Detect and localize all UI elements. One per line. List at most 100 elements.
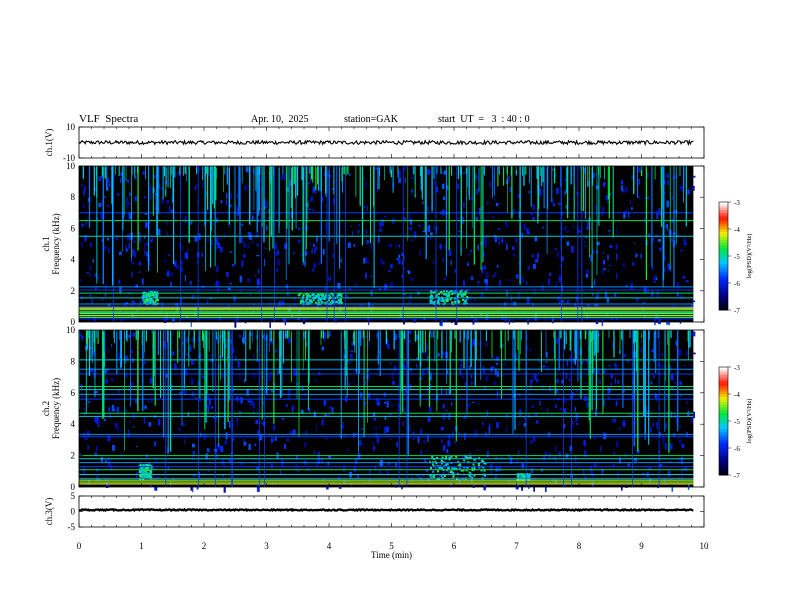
activity-cell bbox=[480, 460, 483, 463]
psd-speckle bbox=[485, 431, 487, 436]
psd-speckle bbox=[210, 358, 214, 363]
psd-speckle bbox=[585, 236, 588, 239]
psd-speckle bbox=[673, 433, 675, 437]
psd-speckle bbox=[419, 249, 421, 257]
psd-speckle bbox=[246, 389, 249, 396]
activity-cell bbox=[457, 464, 460, 467]
channel-label: ch.2 bbox=[41, 401, 51, 416]
psd-speckle bbox=[131, 263, 135, 265]
activity-cell bbox=[445, 299, 448, 302]
psd-speckle bbox=[402, 420, 404, 427]
x-tick-label: 7 bbox=[514, 541, 519, 551]
psd-speckle bbox=[134, 301, 137, 304]
psd-speckle bbox=[603, 260, 605, 265]
activity-cell bbox=[152, 301, 155, 304]
colorbar-tick-label: -3 bbox=[734, 364, 740, 372]
psd-speckle bbox=[433, 225, 435, 231]
psd-speckle bbox=[335, 318, 337, 323]
psd-speckle bbox=[687, 189, 690, 195]
psd-speckle bbox=[126, 234, 130, 241]
psd-speckle bbox=[378, 470, 382, 475]
psd-speckle bbox=[616, 227, 618, 235]
psd-speckle bbox=[521, 463, 525, 469]
psd-speckle bbox=[232, 438, 235, 441]
psd-speckle bbox=[575, 422, 579, 426]
psd-speckle bbox=[492, 355, 495, 360]
psd-speckle bbox=[231, 263, 235, 267]
psd-speckle bbox=[125, 372, 128, 378]
psd-speckle bbox=[403, 363, 406, 369]
psd-speckle bbox=[558, 275, 561, 282]
psd-speckle bbox=[442, 471, 445, 474]
activity-cell bbox=[315, 295, 318, 297]
psd-speckle bbox=[566, 463, 568, 466]
activity-cell bbox=[469, 457, 472, 459]
psd-speckle bbox=[398, 258, 401, 265]
psd-speckle bbox=[180, 247, 183, 250]
activity-cell bbox=[155, 293, 158, 296]
psd-speckle bbox=[396, 257, 399, 261]
psd-speckle bbox=[569, 446, 573, 451]
psd-speckle bbox=[635, 434, 638, 438]
activity-cell bbox=[431, 463, 434, 466]
psd-speckle bbox=[187, 412, 190, 417]
psd-speckle bbox=[235, 355, 237, 361]
psd-speckle bbox=[250, 218, 253, 221]
activity-cell bbox=[306, 302, 309, 305]
psd-speckle bbox=[651, 266, 654, 270]
psd-speckle bbox=[212, 417, 215, 419]
colorbar-segment bbox=[719, 421, 728, 425]
psd-speckle bbox=[487, 201, 489, 205]
psd-speckle bbox=[531, 406, 534, 409]
psd-speckle bbox=[240, 397, 243, 404]
psd-speckle bbox=[98, 176, 102, 182]
activity-cell bbox=[146, 302, 149, 305]
activity-cell bbox=[154, 301, 157, 304]
psd-speckle bbox=[317, 457, 320, 464]
psd-speckle bbox=[568, 377, 571, 382]
psd-speckle bbox=[256, 485, 260, 492]
psd-speckle bbox=[360, 392, 363, 399]
activity-cell bbox=[463, 299, 466, 302]
psd-speckle bbox=[90, 242, 92, 247]
psd-speckle bbox=[108, 303, 111, 307]
psd-speckle bbox=[283, 317, 286, 323]
psd-speckle bbox=[394, 333, 397, 341]
psd-speckle bbox=[584, 383, 588, 385]
colorbar-segment bbox=[719, 426, 728, 430]
waveform-trace bbox=[78, 138, 694, 147]
psd-speckle bbox=[508, 176, 510, 183]
psd-speckle bbox=[368, 392, 371, 399]
colorbar-segment bbox=[719, 407, 728, 411]
x-tick-label: 1 bbox=[139, 541, 144, 551]
psd-speckle bbox=[301, 385, 304, 391]
psd-speckle bbox=[561, 380, 564, 384]
psd-speckle bbox=[394, 365, 396, 372]
psd-speckle bbox=[508, 279, 512, 282]
psd-speckle bbox=[136, 445, 138, 448]
psd-speckle bbox=[150, 192, 152, 200]
psd-speckle bbox=[692, 300, 696, 302]
psd-speckle bbox=[398, 170, 401, 178]
psd-speckle bbox=[480, 205, 484, 210]
activity-cell bbox=[431, 297, 434, 300]
psd-speckle bbox=[666, 200, 669, 208]
psd-speckle bbox=[565, 372, 568, 380]
activity-cell bbox=[148, 299, 151, 302]
psd-speckle bbox=[143, 417, 146, 424]
psd-speckle bbox=[269, 320, 271, 328]
psd-speckle bbox=[366, 229, 368, 235]
activity-cell bbox=[338, 294, 341, 297]
psd-speckle bbox=[284, 444, 286, 449]
colorbar-label: log(PSD)(V²/Hz) bbox=[746, 234, 753, 279]
psd-speckle bbox=[81, 223, 84, 227]
psd-speckle bbox=[375, 427, 377, 430]
colorbar-segment bbox=[719, 402, 728, 406]
activity-cell bbox=[438, 293, 440, 295]
colorbar-segment bbox=[719, 367, 728, 371]
psd-speckle bbox=[336, 313, 339, 316]
psd-speckle bbox=[225, 432, 228, 440]
psd-speckle bbox=[583, 439, 587, 447]
activity-cell bbox=[523, 474, 526, 477]
psd-speckle bbox=[143, 242, 146, 250]
